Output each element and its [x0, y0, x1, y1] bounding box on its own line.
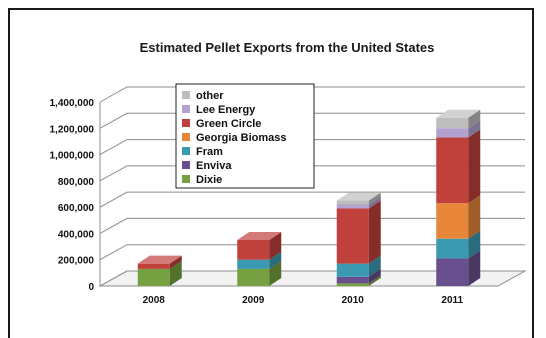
legend-label: Fram	[196, 146, 223, 158]
chart-title: Estimated Pellet Exports from the United…	[140, 40, 435, 55]
bar-segment-fram-2009	[237, 251, 282, 269]
bar-side	[468, 230, 481, 259]
legend-label: Georgia Biomass	[196, 132, 286, 144]
bar-front	[336, 208, 369, 264]
bar-side	[269, 260, 282, 286]
gridline	[99, 112, 525, 129]
bar-side	[468, 250, 481, 286]
y-tick-label: 0	[88, 282, 94, 293]
legend-swatch	[182, 133, 190, 141]
legend: other Lee Energy Green Circle Georgia Bioma…	[175, 83, 315, 189]
legend-swatch	[182, 161, 190, 169]
bar-front	[336, 276, 369, 284]
bar-front	[336, 283, 369, 286]
gridline	[99, 217, 525, 234]
legend-label: Dixie	[196, 174, 222, 186]
legend-label: Enviva	[196, 160, 232, 172]
gridline	[99, 165, 525, 182]
bar-segment-georgia-biomass-2011	[436, 195, 481, 239]
y-axis: 0 200,000 400,000 600,000 800,000 1,000,000 1,…	[50, 98, 95, 293]
bar-front	[137, 263, 170, 269]
bar-front	[436, 238, 469, 259]
y-tick-label: 400,000	[58, 229, 95, 240]
y-tick-label: 600,000	[58, 203, 95, 214]
bar-front	[237, 240, 270, 260]
bar-segment-dixie-2009	[237, 260, 282, 286]
bar-segment-enviva-2010	[336, 268, 381, 284]
legend-label: other	[196, 90, 224, 102]
bar-side	[169, 260, 182, 286]
bar-segment-green-circle-2009	[237, 232, 282, 260]
legend-label: Green Circle	[196, 118, 261, 130]
y-tick-label: 1,200,000	[50, 124, 95, 135]
bar-side	[368, 275, 381, 286]
gridline	[99, 244, 525, 261]
bar-segment-green-circle-2011	[436, 129, 481, 204]
bar-front	[336, 204, 369, 209]
legend-swatch	[182, 175, 190, 183]
legend-swatch	[182, 91, 190, 99]
x-tick-label: 2008	[143, 295, 166, 306]
legend-swatch	[182, 119, 190, 127]
bar-side	[269, 251, 282, 269]
chart-frame	[8, 8, 534, 338]
bar-front	[436, 117, 469, 129]
bar-front	[336, 200, 369, 205]
bar-front	[137, 268, 170, 286]
gridline	[99, 139, 525, 156]
bar-top-2010	[336, 192, 381, 201]
legend-swatch	[182, 147, 190, 155]
bar-front	[436, 258, 469, 286]
bar-top-2008	[137, 255, 182, 264]
bar-top-2011	[436, 109, 481, 118]
y-tick-label: 800,000	[58, 177, 95, 188]
bar-front	[436, 137, 469, 204]
bar-side	[368, 200, 381, 264]
bar-segment-fram-2010	[336, 255, 381, 277]
bar-segment-dixie-2008	[137, 260, 182, 286]
bar-segment-other-2011	[436, 109, 481, 129]
bar-front	[436, 203, 469, 239]
bar-side	[468, 120, 481, 138]
bar-segment-fram-2011	[436, 230, 481, 259]
bar-front	[336, 263, 369, 277]
bar-segment-lee-energy-2010	[336, 196, 381, 209]
bar-front	[237, 259, 270, 269]
bar-side	[368, 268, 381, 284]
bar-segment-dixie-2010	[336, 275, 381, 286]
x-axis: 2008 2009 2010 2011	[143, 295, 464, 306]
x-tick-label: 2011	[441, 295, 463, 306]
bar-side	[468, 129, 481, 204]
legend-swatch	[182, 105, 190, 113]
bar-side	[169, 255, 182, 269]
chart-walls	[98, 86, 527, 287]
bar-side	[368, 192, 381, 205]
x-tick-label: 2009	[242, 295, 265, 306]
bar-segment-lee-energy-2011	[436, 120, 481, 138]
legend-box	[175, 83, 315, 189]
bar-side	[468, 109, 481, 129]
bar-front	[436, 128, 469, 138]
bar-segment-green-circle-2008	[137, 255, 182, 269]
y-tick-label: 1,000,000	[50, 151, 95, 162]
gridline	[99, 270, 525, 287]
bar-segment-enviva-2011	[436, 250, 481, 286]
bar-front	[237, 268, 270, 286]
bar-side	[468, 195, 481, 239]
y-tick-label: 1,400,000	[50, 98, 95, 109]
bar-top-2009	[237, 232, 282, 240]
y-tick-label: 200,000	[58, 256, 95, 267]
bar-side	[368, 255, 381, 277]
bar-side	[269, 232, 282, 260]
legend-label: Lee Energy	[196, 104, 256, 116]
bar-segment-green-circle-2010	[336, 200, 381, 264]
x-tick-label: 2010	[342, 295, 365, 306]
gridline	[99, 191, 525, 208]
bar-side	[368, 196, 381, 209]
bars	[137, 109, 481, 286]
bar-segment-other-2010	[336, 192, 381, 205]
gridline	[99, 86, 525, 103]
